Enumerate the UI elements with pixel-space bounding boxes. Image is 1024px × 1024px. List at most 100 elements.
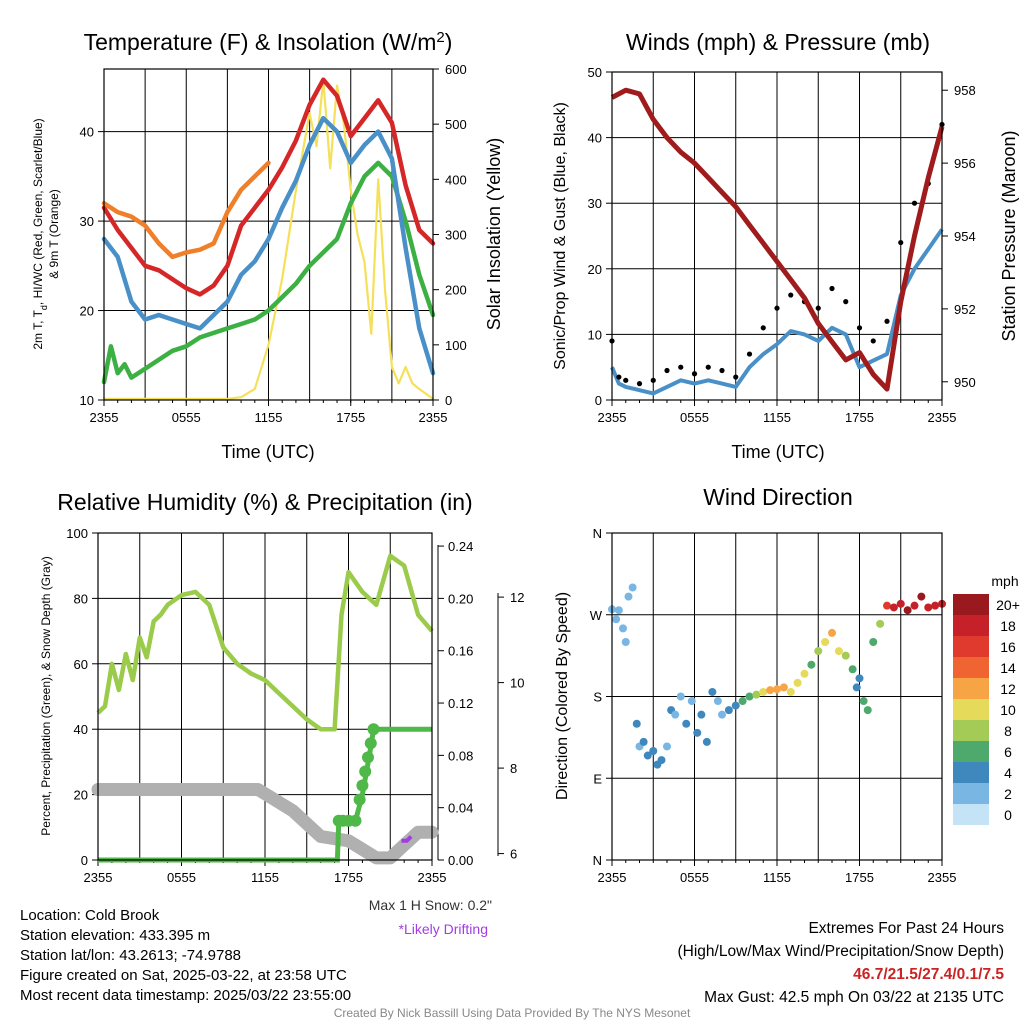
colorbar-label: 4 — [1004, 765, 1012, 781]
precip-marker — [356, 779, 369, 792]
y-right-tick-label: 954 — [954, 229, 976, 244]
direction-point — [814, 647, 823, 656]
gust-point — [911, 200, 918, 206]
y-right-tick-label: 300 — [445, 228, 467, 243]
x-tick-label: 2355 — [84, 870, 113, 885]
direction-point — [841, 651, 850, 660]
direction-point — [924, 603, 933, 612]
colorbar-label: 2 — [1004, 786, 1012, 802]
x-tick-label: 1755 — [845, 870, 874, 885]
colorbar-swatch — [953, 594, 989, 615]
precip-marker — [359, 765, 372, 778]
precip-tick-label: 0.08 — [448, 748, 473, 763]
location-text: Location: Cold Brook — [20, 907, 160, 924]
precip-tick-label: 0.16 — [448, 644, 473, 659]
direction-point — [855, 674, 864, 683]
gust-point — [829, 285, 835, 292]
y-tick-label: N — [593, 853, 602, 868]
extremes-subtitle: (High/Low/Max Wind/Precipitation/Snow De… — [677, 943, 1005, 960]
direction-point — [693, 728, 702, 737]
y-tick-label: 40 — [80, 125, 94, 140]
y-tick-label: S — [593, 690, 602, 705]
direction-point — [917, 592, 926, 601]
precip-marker — [367, 723, 380, 736]
colorbar-swatch — [953, 699, 989, 720]
direction-point — [931, 601, 940, 610]
x-tick-label: 2355 — [928, 410, 957, 425]
gust-point — [898, 239, 904, 246]
y-right-tick-label: 952 — [954, 302, 976, 317]
x-tick-label: 0555 — [167, 870, 196, 885]
y-right-tick-label: 600 — [445, 62, 467, 77]
x-tick-label: 1755 — [334, 870, 363, 885]
gust-point — [636, 381, 643, 387]
series-snow-depth — [91, 783, 439, 865]
plot-border — [103, 68, 434, 401]
direction-point — [883, 601, 891, 610]
direction-point — [624, 592, 633, 601]
direction-point — [834, 647, 843, 656]
gust-point — [678, 364, 684, 370]
y-right-tick-label: 0 — [445, 393, 452, 408]
y-axis-label-left-2: & 9m T (Orange) — [47, 189, 61, 279]
x-tick-label: 2355 — [90, 410, 119, 425]
panel-title: Wind Direction — [703, 484, 853, 510]
x-axis-label: Time (UTC) — [731, 442, 824, 462]
colorbar-swatch — [953, 741, 989, 762]
x-tick-label: 1755 — [336, 410, 365, 425]
gust-point — [870, 338, 876, 344]
x-tick-label: 1155 — [763, 870, 791, 885]
colorbar-label: 18 — [1000, 618, 1016, 634]
y-tick-label: 0 — [81, 853, 88, 868]
direction-point — [876, 619, 885, 628]
x-tick-label: 1155 — [255, 410, 283, 425]
x-tick-label: 2355 — [598, 410, 627, 425]
direction-point — [896, 599, 905, 608]
gust-point — [843, 299, 849, 305]
direction-point — [766, 686, 775, 695]
direction-point — [614, 606, 623, 615]
direction-point — [621, 638, 630, 646]
gust-point — [650, 377, 656, 383]
direction-point — [745, 692, 754, 701]
direction-point — [779, 683, 788, 692]
y-tick-label: 100 — [66, 526, 88, 541]
series-solar-insolation — [102, 78, 435, 400]
y-right-tick-label: 400 — [445, 172, 467, 187]
direction-point — [852, 683, 861, 692]
precip-tick-label: 0.12 — [448, 696, 473, 711]
direction-point — [649, 747, 658, 755]
direction-point — [793, 678, 802, 687]
y-right-tick-label: 950 — [954, 375, 976, 390]
extremes-values: 46.7/21.5/27.4/0.1/7.5 — [853, 966, 1004, 983]
colorbar-swatch — [953, 720, 989, 741]
y-tick-label: W — [590, 608, 603, 623]
colorbar-label: 12 — [1000, 681, 1016, 697]
station-info: Location: Cold Brook Station elevation: … — [20, 906, 351, 1006]
colorbar-swatch — [953, 657, 989, 678]
direction-point — [869, 638, 878, 646]
colorbar-label: 10 — [1000, 702, 1016, 718]
recent-data-text: Most recent data timestamp: 2025/03/22 2… — [20, 987, 352, 1004]
latlon-text: Station lat/lon: 43.2613; -74.9788 — [20, 947, 242, 964]
direction-point — [612, 615, 621, 624]
x-tick-label: 2355 — [598, 870, 627, 885]
direction-point — [889, 603, 898, 612]
gust-point — [815, 305, 821, 311]
gust-point — [719, 367, 725, 374]
series-9m-t — [101, 160, 271, 260]
colorbar-swatch — [953, 636, 989, 657]
series-relative-humidity — [96, 553, 434, 732]
y-tick-label: 20 — [588, 262, 602, 277]
winds-panel: 0 10 20 30 40 50 950 952 954 956 958 2355 0555 1155 17… — [552, 29, 1019, 462]
direction-point — [657, 756, 666, 765]
direction-point — [639, 737, 648, 746]
direction-point — [687, 697, 696, 706]
direction-point — [752, 690, 761, 699]
direction-point — [807, 660, 816, 669]
colorbar-title: mph — [991, 573, 1018, 589]
y-right-tick-label: 956 — [954, 156, 976, 171]
precip-marker — [353, 793, 366, 806]
x-tick-label: 0555 — [680, 870, 709, 885]
